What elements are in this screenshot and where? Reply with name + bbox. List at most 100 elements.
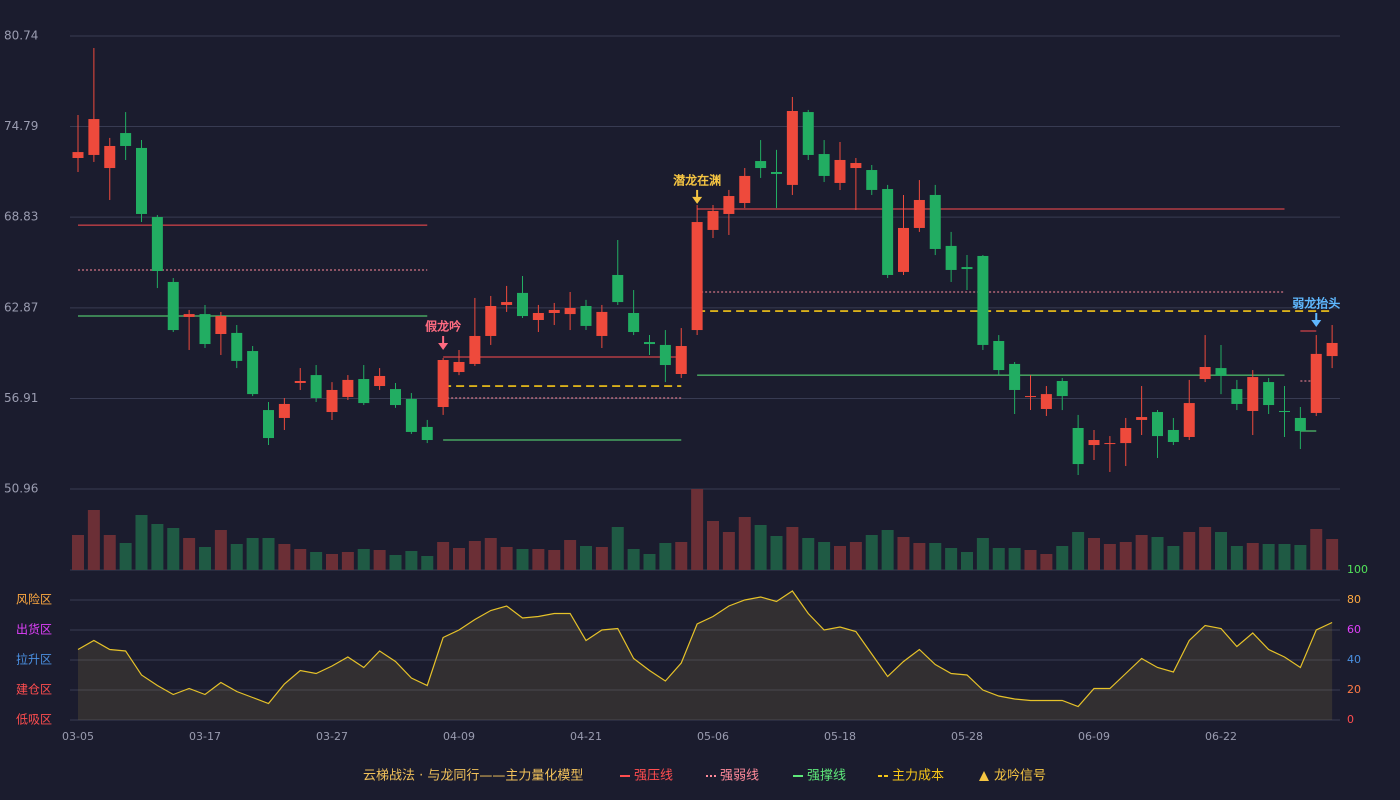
volume-bar	[167, 528, 180, 570]
candle-body	[532, 313, 544, 320]
volume-bar	[1199, 527, 1212, 570]
candle-body	[564, 307, 576, 315]
candle-body	[199, 314, 211, 345]
volume-bar	[1135, 535, 1148, 570]
candle-body	[1183, 403, 1195, 437]
candle-body	[231, 332, 243, 361]
volume-bar	[595, 547, 608, 570]
osc-line	[77, 590, 1333, 708]
volume-bar	[357, 549, 370, 570]
candle-body	[390, 389, 401, 406]
volume-bar	[1278, 544, 1291, 570]
legend-label: 强弱线	[720, 769, 759, 784]
volume-bar	[1056, 546, 1069, 570]
candle-body	[913, 199, 925, 228]
legend-label: 主力成本	[892, 769, 944, 784]
volume-bar	[1024, 550, 1037, 570]
candle-body	[707, 210, 719, 230]
candle-body	[644, 342, 655, 345]
candle-body	[1263, 382, 1275, 406]
volume-bar	[389, 555, 402, 570]
candle-body	[1120, 428, 1132, 444]
volume-bar	[722, 532, 735, 570]
candle-body	[691, 222, 703, 331]
candle-body	[1231, 389, 1243, 404]
candle-body	[771, 171, 782, 174]
candle-body	[659, 344, 671, 366]
candle-body	[326, 389, 338, 413]
x-tick-label: 04-09	[443, 730, 475, 743]
x-tick-label: 03-17	[189, 730, 221, 743]
candle-body	[977, 255, 989, 345]
candle-body	[1136, 417, 1148, 420]
volume-bar	[881, 530, 894, 570]
signal-arrow	[1311, 319, 1322, 327]
x-tick-label: 05-28	[951, 730, 983, 743]
volume-bar	[72, 535, 84, 570]
signal-label: 潜龙在渊	[673, 172, 721, 187]
candle-body	[1088, 440, 1100, 446]
volume-bar	[326, 554, 338, 570]
volume-bar	[151, 524, 164, 570]
candle-body	[374, 375, 386, 387]
volume-bar	[1088, 538, 1100, 570]
volume-bar	[405, 551, 418, 570]
candle-body	[1025, 396, 1036, 398]
candle-body	[310, 375, 322, 399]
volume-bar	[675, 542, 688, 570]
volume-bar	[1167, 546, 1180, 570]
y-tick-label: 68.83	[4, 210, 38, 224]
candle-body	[786, 110, 798, 185]
osc-tick-label: 100	[1347, 563, 1368, 576]
candle-body	[596, 311, 608, 336]
volume-bar	[294, 549, 307, 570]
zone-label: 建仓区	[16, 683, 52, 697]
candle-body	[453, 361, 465, 373]
volume-bar	[214, 530, 227, 570]
candle-body	[1247, 377, 1259, 411]
y-tick-label: 50.96	[4, 482, 38, 496]
volume-bar	[516, 549, 529, 570]
candle-body	[136, 147, 147, 214]
candle-body	[1152, 412, 1163, 437]
candle-body	[802, 112, 814, 155]
candle-body	[469, 335, 481, 364]
volume-bar	[500, 547, 513, 570]
candle-body	[1279, 410, 1290, 413]
volume-bar	[818, 542, 831, 570]
volume-bar	[1008, 548, 1021, 570]
candle-body	[151, 217, 163, 272]
candle-body	[961, 267, 973, 270]
volume-bar	[707, 521, 719, 570]
x-tick-label: 05-06	[697, 730, 729, 743]
candle-body	[945, 245, 957, 270]
candle-body	[675, 346, 687, 375]
candle-body	[342, 379, 354, 397]
candle-body	[437, 360, 449, 408]
volume-bar	[103, 535, 116, 570]
volume-bar	[135, 515, 148, 570]
candle-body	[120, 133, 132, 146]
candle-body	[405, 398, 417, 432]
signal-label: 假龙吟	[425, 318, 461, 333]
volume-bar	[87, 510, 100, 570]
volume-bar	[754, 525, 767, 570]
candle-body	[72, 152, 84, 158]
candle-body	[294, 380, 306, 383]
candle-body	[834, 159, 846, 183]
x-tick-label: 03-05	[62, 730, 94, 743]
y-tick-label: 74.79	[4, 119, 38, 133]
candle-body	[628, 313, 640, 333]
volume-bar	[643, 554, 656, 570]
candle-body	[167, 281, 179, 331]
candle-body	[358, 379, 370, 404]
volume-bar	[421, 556, 434, 570]
volume-bar	[945, 548, 958, 570]
volume-bar	[1326, 539, 1339, 570]
volume-bar	[246, 538, 259, 570]
osc-tick-label: 20	[1347, 683, 1361, 696]
candle-body	[723, 196, 735, 214]
candle-body	[898, 227, 909, 272]
x-tick-label: 05-18	[824, 730, 856, 743]
